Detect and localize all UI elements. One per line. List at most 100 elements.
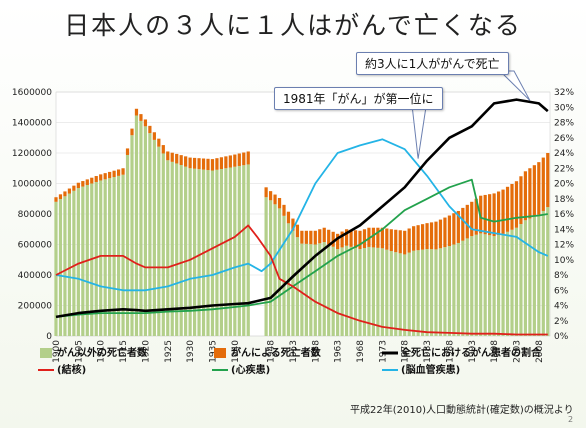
bar-other-deaths [291, 230, 295, 336]
bar-cancer-deaths [246, 151, 250, 165]
bar-cancer-deaths [327, 229, 331, 245]
bar-other-deaths [376, 247, 380, 336]
bar-cancer-deaths [537, 162, 541, 215]
bar-other-deaths [228, 167, 232, 336]
bar-cancer-deaths [367, 227, 371, 247]
bar-other-deaths [434, 249, 438, 336]
bar-other-deaths [58, 199, 63, 336]
bar-other-deaths [470, 236, 474, 336]
bar-other-deaths [277, 208, 282, 336]
bar-cancer-deaths [210, 159, 215, 171]
bar-cancer-deaths [143, 119, 148, 127]
x-tick-label: 1915 [119, 340, 129, 363]
y-right-tick-label: 16% [554, 210, 574, 220]
y-left-tick-label: 1400000 [12, 119, 52, 129]
y-right-tick-label: 14% [554, 225, 574, 235]
bar-cancer-deaths [461, 207, 465, 241]
bar-cancer-deaths [268, 191, 273, 201]
bar-other-deaths [166, 160, 170, 336]
bar-other-deaths [510, 229, 514, 336]
bar-cancer-deaths [532, 165, 536, 217]
bar-cancer-deaths [385, 228, 389, 250]
line-tb [55, 224, 548, 336]
bar-other-deaths [322, 242, 326, 336]
bar-other-deaths [479, 233, 483, 336]
y-right-tick-label: 22% [554, 164, 574, 174]
bar-cancer-deaths [519, 176, 523, 224]
bar-other-deaths [273, 204, 277, 336]
bar-cancer-deaths [398, 230, 402, 254]
x-tick-label: 1910 [97, 340, 107, 363]
bar-cancer-deaths [403, 230, 407, 255]
legend-label: (心疾患) [231, 363, 270, 376]
x-tick-label: 1953 [289, 340, 299, 363]
bar-other-deaths [148, 133, 152, 336]
bar-cancer-deaths [112, 170, 116, 178]
bar-cancer-deaths [541, 157, 545, 211]
bar-other-deaths [523, 220, 528, 336]
bar-cancer-deaths [188, 157, 192, 169]
bar-other-deaths [54, 201, 58, 336]
bar-cancer-deaths [224, 156, 228, 169]
page-title: 日本人の３人に１人はがんで亡くなる [64, 11, 522, 40]
y-left-tick-label: 1200000 [12, 149, 52, 159]
bar-cancer-deaths [331, 231, 335, 247]
x-tick-label: 1935 [208, 340, 218, 363]
bar-cancer-deaths [228, 155, 232, 168]
x-tick-label: 1973 [378, 340, 388, 363]
x-tick-label: 1988 [445, 340, 455, 363]
bar-other-deaths [537, 214, 541, 336]
bar-other-deaths [344, 245, 349, 336]
callout-1981: 1981年「がん」が第一位に [274, 87, 443, 110]
bar-cancer-deaths [394, 229, 398, 253]
bar-other-deaths [94, 181, 98, 336]
bar-other-deaths [488, 235, 492, 336]
y-left-tick-label: 1000000 [12, 180, 52, 190]
bar-other-deaths [233, 166, 237, 336]
bar-cancer-deaths [318, 229, 322, 244]
x-tick-label: 1925 [164, 340, 174, 363]
y-right-tick-label: 10% [554, 256, 574, 266]
bar-other-deaths [465, 238, 469, 336]
bar-cancer-deaths [340, 231, 344, 248]
bar-cancer-deaths [389, 229, 393, 252]
bar-other-deaths [143, 126, 148, 336]
bar-cancer-deaths [291, 218, 295, 231]
y-left-tick-label: 1600000 [12, 88, 52, 98]
bar-cancer-deaths [528, 168, 532, 219]
bar-cancer-deaths [72, 185, 76, 191]
bar-other-deaths [398, 253, 402, 336]
bar-cancer-deaths [282, 204, 286, 216]
bar-cancer-deaths [157, 138, 161, 147]
bar-cancer-deaths [322, 227, 326, 243]
callout-pointers [411, 70, 531, 159]
bar-other-deaths [192, 168, 197, 336]
bar-other-deaths [416, 250, 420, 336]
bar-cancer-deaths [277, 197, 282, 209]
legend-label: (結核) [57, 363, 86, 376]
y-right-tick-label: 6% [554, 286, 569, 296]
bar-cancer-deaths [371, 227, 376, 248]
callout-one-in-three: 約3人に1人ががんで死亡 [356, 52, 509, 75]
bar-other-deaths [412, 250, 416, 336]
bar-cancer-deaths [474, 198, 478, 235]
bar-cancer-deaths [237, 153, 241, 166]
bar-cancer-deaths [121, 168, 125, 175]
bar-other-deaths [139, 120, 143, 337]
x-tick-label: 1963 [334, 340, 344, 363]
bar-cancer-deaths [206, 158, 210, 171]
bar-other-deaths [300, 243, 304, 336]
bar-other-deaths [309, 244, 313, 336]
bar-cancer-deaths [496, 191, 501, 235]
x-tick-label: 1968 [356, 340, 366, 363]
bar-cancer-deaths [85, 179, 89, 186]
bar-cancer-deaths [429, 222, 434, 250]
x-tick-label: 1930 [186, 340, 196, 363]
bar-other-deaths [282, 215, 286, 336]
y-right-tick-label: 18% [554, 195, 574, 205]
bar-other-deaths [496, 234, 501, 336]
bar-cancer-deaths [510, 184, 514, 230]
x-axis: 1900 1905 1910 1915 1920 1925 1930 1935 1940 1948… [52, 340, 545, 363]
bar-other-deaths [99, 180, 103, 336]
legend-label: がんによる死亡者数 [231, 346, 322, 359]
